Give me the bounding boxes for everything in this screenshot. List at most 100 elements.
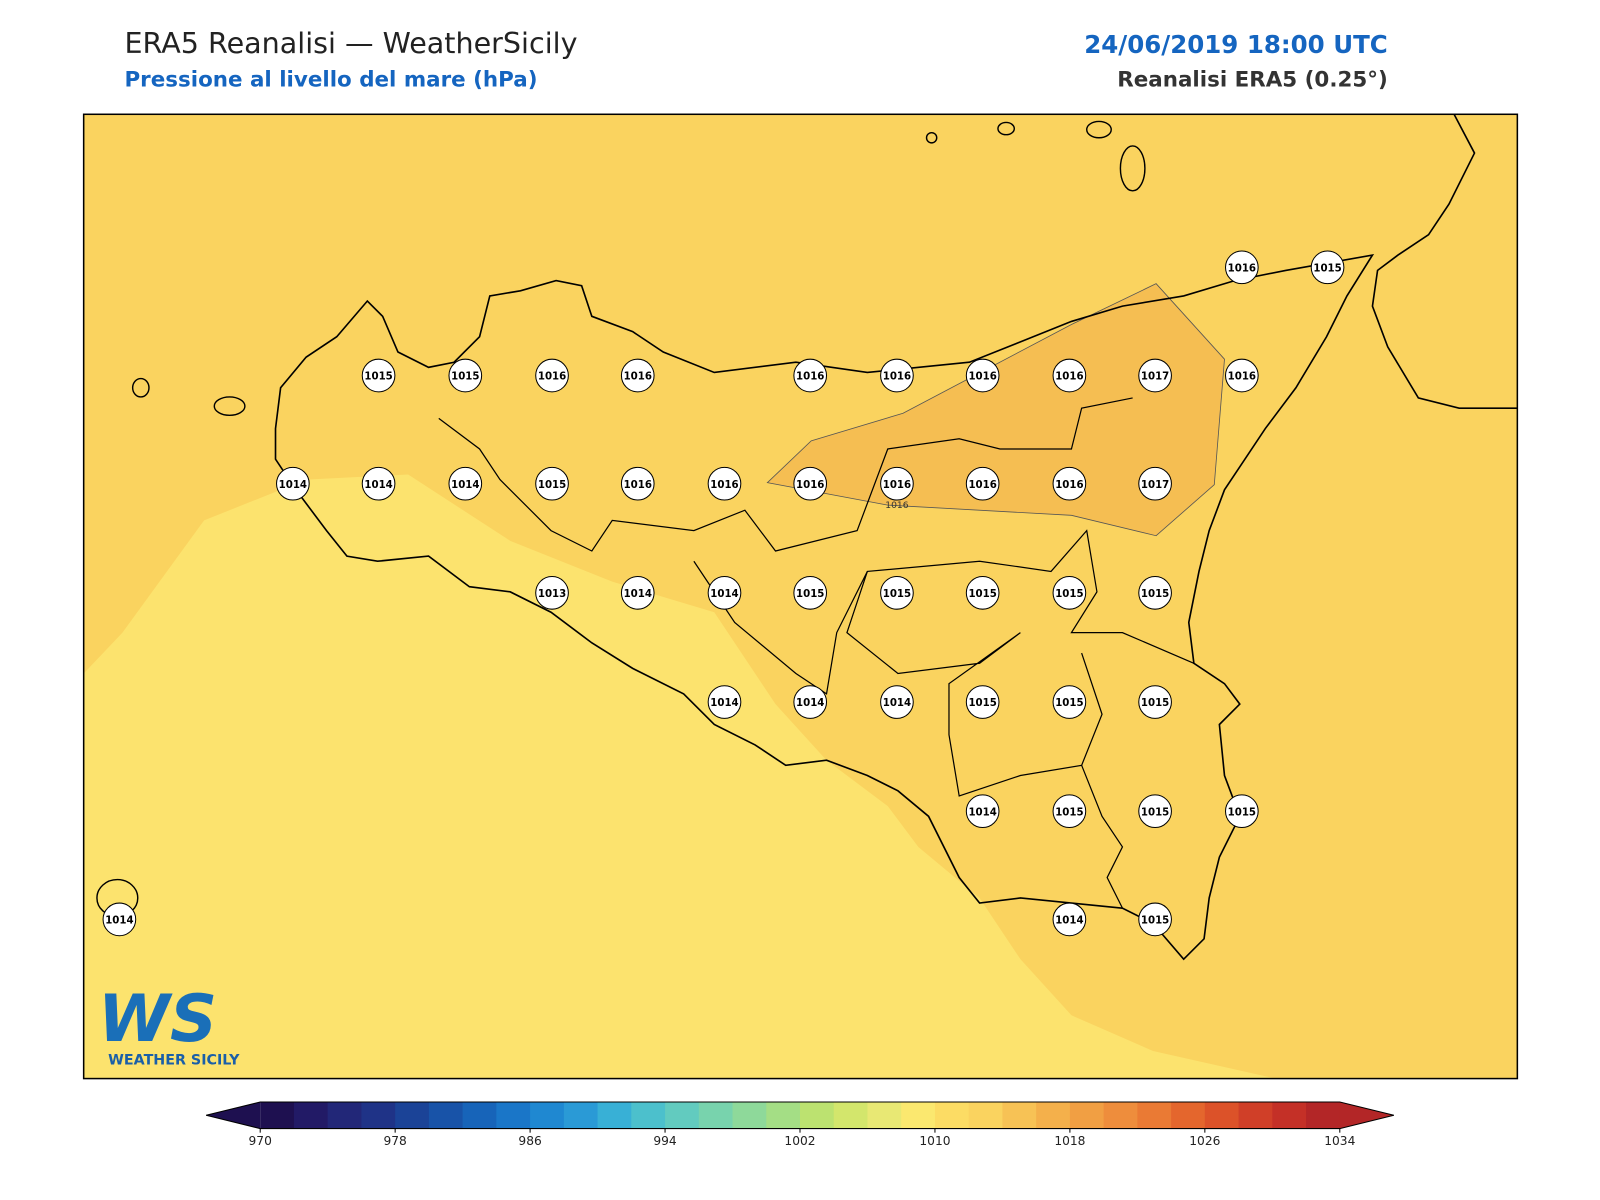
- station-marker: [102, 902, 137, 937]
- station-marker: [965, 685, 1000, 719]
- province-borders: [846, 571, 1103, 797]
- station-marker: [880, 466, 914, 501]
- island: [213, 396, 246, 417]
- station-value: 1015: [1141, 589, 1169, 600]
- station-marker: [880, 358, 914, 393]
- station-value: 1015: [796, 589, 824, 600]
- station-value: 1016: [624, 372, 652, 383]
- station-marker: [535, 358, 569, 393]
- stations: 1016 1015 1015 1015 1016 1016 1016 1016 1016 1016…: [102, 250, 1345, 937]
- station-value: 1016: [968, 480, 996, 491]
- station-marker: [620, 576, 655, 610]
- station-value: 1016: [710, 480, 738, 491]
- colorbar-bin: [496, 1102, 531, 1129]
- station-marker: [1310, 250, 1345, 285]
- island: [1119, 145, 1146, 192]
- logo-mark: WS: [98, 981, 217, 1057]
- station-marker: [1052, 685, 1087, 719]
- field-1016: [766, 283, 1225, 537]
- calabria-coast: [1371, 113, 1518, 409]
- station-value: 1014: [710, 698, 738, 709]
- station-marker: [1225, 358, 1259, 393]
- station-value: 1015: [538, 480, 566, 491]
- station-marker: [1052, 358, 1087, 393]
- field-1012: [83, 474, 1276, 1079]
- station-value: 1015: [1055, 589, 1083, 600]
- colorbar-tick-label: 1026: [1189, 1134, 1220, 1148]
- station-marker: [1138, 466, 1172, 501]
- station-value: 1014: [105, 915, 133, 926]
- colorbar-tick-label: 978: [383, 1134, 406, 1148]
- station-value: 1017: [1141, 372, 1169, 383]
- station-value: 1014: [624, 589, 652, 600]
- colorbar: 970 978 986 994 1002 1010 1018 1026 1034: [206, 1101, 1394, 1148]
- island: [1086, 120, 1112, 139]
- colorbar-bin: [934, 1102, 970, 1129]
- station-value: 1016: [1055, 480, 1083, 491]
- station-marker: [448, 358, 483, 393]
- station-marker: [1052, 794, 1087, 829]
- colorbar-extend-high: [1339, 1102, 1394, 1129]
- station-marker: [880, 685, 914, 719]
- station-marker: [1052, 902, 1087, 937]
- station-value: 1016: [883, 372, 911, 383]
- colorbar-bin: [833, 1102, 868, 1129]
- station-value: 1015: [1055, 807, 1083, 818]
- colorbar-bin: [1272, 1102, 1307, 1129]
- colorbar-bin: [1238, 1102, 1273, 1129]
- station-value: 1016: [883, 480, 911, 491]
- station-marker: [1138, 902, 1172, 937]
- station-value: 1014: [710, 589, 738, 600]
- station-marker: [793, 576, 828, 610]
- island: [997, 121, 1015, 136]
- title: ERA5 Reanalisi — WeatherSicily: [124, 26, 577, 60]
- contour-label: 1016: [885, 500, 909, 511]
- colorbar-bin: [1306, 1102, 1341, 1129]
- colorbar-bin: [665, 1102, 700, 1129]
- station-marker: [965, 794, 1000, 829]
- station-marker: [1138, 685, 1172, 719]
- station-value: 1015: [1141, 698, 1169, 709]
- station-value: 1015: [1141, 915, 1169, 926]
- colorbar-bin: [361, 1102, 396, 1129]
- colorbar-bin: [563, 1102, 599, 1129]
- colorbar-bin: [1002, 1102, 1037, 1129]
- colorbar-tick-label: 986: [518, 1134, 542, 1148]
- station-marker: [965, 576, 1000, 610]
- station-value: 1014: [279, 480, 307, 491]
- colorbar-bin: [327, 1102, 362, 1129]
- station-marker: [1138, 576, 1172, 610]
- colorbar-bin: [1171, 1102, 1206, 1129]
- station-value: 1014: [968, 807, 996, 818]
- station-value: 1014: [451, 480, 479, 491]
- source: Reanalisi ERA5 (0.25°): [1117, 68, 1387, 93]
- station-value: 1015: [1313, 263, 1341, 274]
- station-value: 1016: [1228, 372, 1256, 383]
- station-value: 1015: [1055, 698, 1083, 709]
- island: [925, 131, 938, 144]
- colorbar-bin: [1137, 1102, 1172, 1129]
- station-value: 1016: [538, 372, 566, 383]
- colorbar-tick-label: 1034: [1324, 1134, 1355, 1148]
- station-value: 1015: [968, 589, 996, 600]
- colorbar-bin: [462, 1102, 497, 1129]
- station-value: 1016: [1228, 263, 1256, 274]
- date: 24/06/2019 18:00 UTC: [1084, 30, 1388, 59]
- colorbar-bin: [1036, 1102, 1071, 1129]
- province-borders: [1081, 765, 1124, 909]
- colorbar-bin: [395, 1102, 430, 1129]
- station-marker: [1225, 794, 1259, 829]
- province-borders: [693, 529, 1195, 695]
- island: [131, 377, 150, 398]
- station-marker: [793, 685, 828, 719]
- map-frame: [82, 113, 1519, 1080]
- station-value: 1015: [364, 372, 392, 383]
- station-value: 1014: [796, 698, 824, 709]
- colorbar-tick-label: 1010: [919, 1134, 950, 1148]
- colorbar-bin: [800, 1102, 835, 1129]
- station-value: 1014: [1055, 915, 1083, 926]
- station-value: 1016: [968, 372, 996, 383]
- station-marker: [1052, 576, 1087, 610]
- colorbar-bin: [1204, 1102, 1240, 1129]
